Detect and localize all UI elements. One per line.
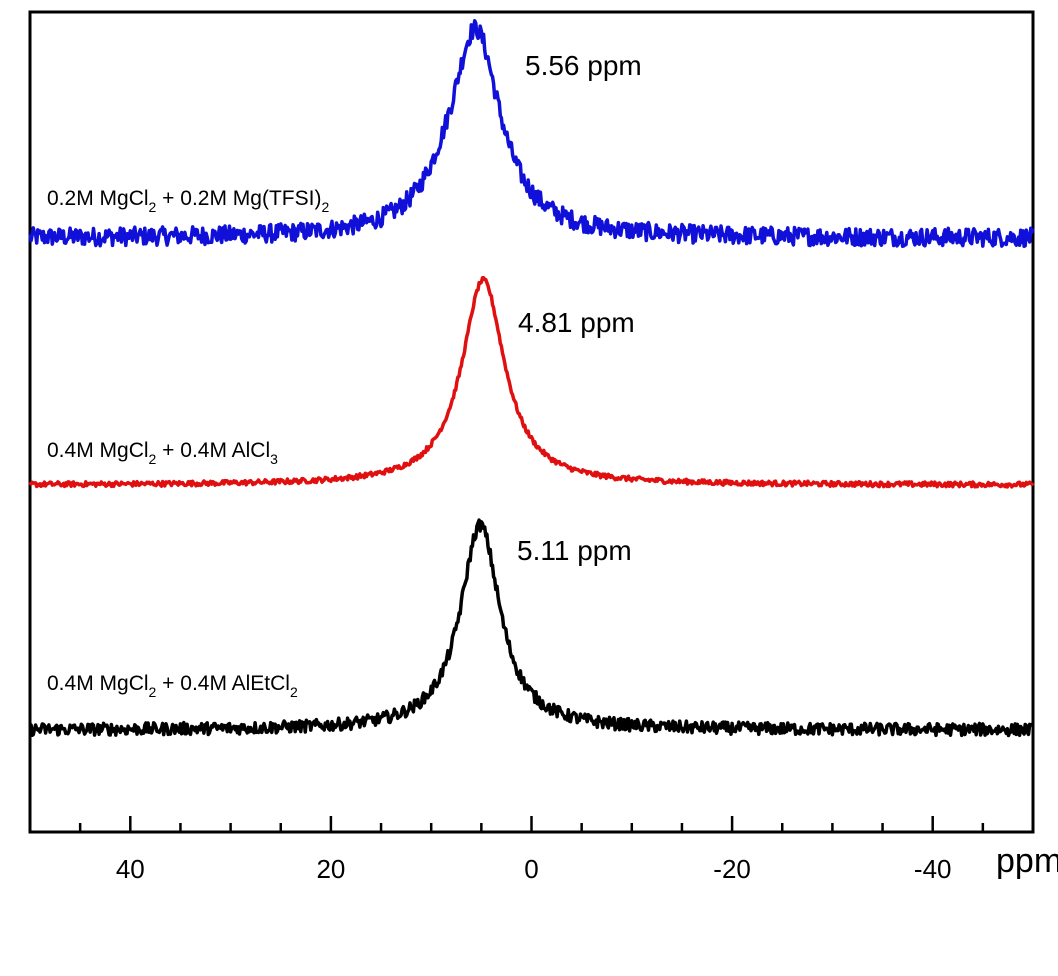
series-label-2: 0.4M MgCl2 + 0.4M AlCl3 [47,439,278,467]
peak-label-2: 4.81 ppm [518,307,635,338]
x-tick-label: 20 [316,854,345,884]
x-tick-label: 40 [116,854,145,884]
x-tick-label: -20 [713,854,751,884]
plot-frame [28,10,1035,834]
series-trace-3 [28,518,1035,738]
chart-labels: 0.2M MgCl2 + 0.2M Mg(TFSI)2 5.56 ppm 0.4M … [47,50,642,700]
series-trace-2 [28,275,1035,489]
x-tick-label: 0 [524,854,538,884]
series-label-3: 0.4M MgCl2 + 0.4M AlEtCl2 [47,672,298,700]
x-axis-label: ppm [996,842,1058,880]
spectrum-traces [28,19,1035,738]
peak-label-1: 5.56 ppm [525,50,642,81]
peak-label-3: 5.11 ppm [517,535,632,566]
series-trace-1 [28,19,1035,249]
x-axis-ticks: 40 20 0 -20 -40 [78,816,985,884]
series-label-1: 0.2M MgCl2 + 0.2M Mg(TFSI)2 [47,187,329,215]
x-tick-label: -40 [914,854,952,884]
